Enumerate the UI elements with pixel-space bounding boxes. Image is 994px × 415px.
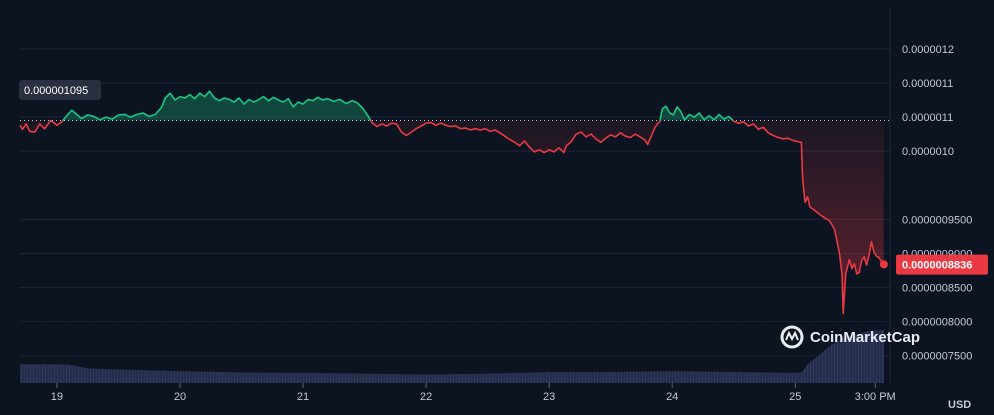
y-tick-label: 0.0000012 xyxy=(902,44,954,56)
y-tick-label: 0.0000008000 xyxy=(902,317,972,329)
reference-price-label: 0.000001095 xyxy=(24,85,88,97)
x-tick-label: 21 xyxy=(297,391,309,403)
x-axis: 19 20 21 22 23 24 25 3:00 PM xyxy=(51,383,896,403)
x-tick-label: 20 xyxy=(174,391,186,403)
currency-unit: USD xyxy=(948,399,971,411)
brand-name: CoinMarketCap xyxy=(810,329,920,346)
y-tick-label: 0.0000007500 xyxy=(902,351,972,363)
coinmarketcap-logo-mark-icon xyxy=(785,330,799,342)
current-price-dot xyxy=(879,260,888,269)
x-tick-label: 23 xyxy=(543,391,555,403)
y-tick-label: 0.0000009500 xyxy=(902,214,972,226)
x-tick-label: 25 xyxy=(789,391,801,403)
y-axis: 0.0000012 0.0000011 0.0000011 0.0000010 0.00… xyxy=(902,44,972,363)
coinmarketcap-logo: CoinMarketCap xyxy=(780,325,920,349)
coinmarketcap-logo-icon xyxy=(780,325,804,349)
x-tick-label: 19 xyxy=(51,391,63,403)
price-line-down xyxy=(19,120,885,315)
y-tick-label: 0.0000008500 xyxy=(902,283,972,295)
y-tick-label: 0.0000010 xyxy=(902,146,954,158)
x-tick-label: 24 xyxy=(666,391,678,403)
volume-area xyxy=(19,300,884,383)
price-fill-below xyxy=(20,120,884,314)
price-area-fill xyxy=(20,91,884,314)
current-price-label: 0.0000008836 xyxy=(902,260,972,272)
x-tick-label: 22 xyxy=(420,391,432,403)
y-tick-label: 0.0000011 xyxy=(902,78,953,90)
x-tick-label: 3:00 PM xyxy=(855,391,896,403)
reference-price-badge-bg xyxy=(19,80,101,100)
current-price-badge-bg xyxy=(896,254,988,275)
current-price-badge: 0.0000008836 xyxy=(896,254,988,275)
price-line-up xyxy=(49,90,735,121)
y-tick-label: 0.0000011 xyxy=(902,112,953,124)
reference-price-badge: 0.000001095 xyxy=(19,80,101,100)
price-fill-above xyxy=(20,91,884,121)
price-line xyxy=(19,90,885,315)
